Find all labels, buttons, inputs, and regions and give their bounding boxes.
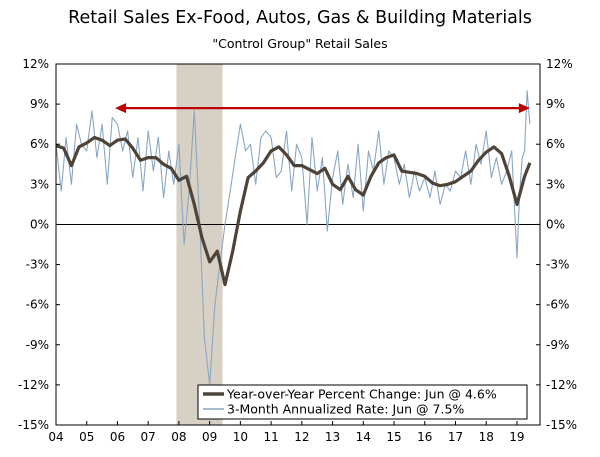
series-line-annualized [55, 90, 531, 386]
y-tick-label-right: -3% [546, 258, 569, 272]
legend-label-yoy: Year-over-Year Percent Change: Jun @ 4.6… [226, 387, 497, 402]
x-tick-label: 09 [202, 430, 217, 444]
y-tick-label-right: 3% [546, 177, 565, 191]
x-tick-label: 06 [110, 430, 125, 444]
x-tick-label: 19 [509, 430, 524, 444]
y-tick-label-left: -6% [26, 298, 49, 312]
x-tick-label: 16 [417, 430, 432, 444]
plot-frame [55, 63, 541, 426]
x-tick-label: 05 [79, 430, 94, 444]
y-tick-label-right: 0% [546, 217, 565, 231]
x-tick-label: 12 [294, 430, 309, 444]
series-line-yoy [55, 135, 532, 287]
y-tick-label-left: -9% [26, 338, 49, 352]
x-tick-label: 11 [263, 430, 278, 444]
reference-arrowhead-left [115, 103, 127, 114]
y-tick-label-left: -12% [18, 378, 49, 392]
x-tick-label: 10 [233, 430, 248, 444]
x-tick-label: 18 [479, 430, 494, 444]
reference-arrowhead-right [518, 103, 530, 114]
chart-subtitle: "Control Group" Retail Sales [212, 36, 388, 51]
y-tick-label-right: 6% [546, 137, 565, 151]
y-tick-label-right: -6% [546, 298, 569, 312]
x-tick-label: 15 [386, 430, 401, 444]
chart-title: Retail Sales Ex-Food, Autos, Gas & Build… [68, 8, 532, 28]
x-tick-label: 17 [448, 430, 463, 444]
x-tick-label: 14 [356, 430, 371, 444]
x-tick-label: 04 [48, 430, 63, 444]
y-tick-label-left: 9% [30, 97, 49, 111]
legend-label-ann: 3-Month Annualized Rate: Jun @ 7.5% [227, 402, 464, 417]
y-tick-label-right: -9% [546, 338, 569, 352]
y-tick-label-left: -15% [18, 418, 49, 432]
y-tick-label-right: 9% [546, 97, 565, 111]
y-tick-label-left: 6% [30, 137, 49, 151]
x-tick-label: 13 [325, 430, 340, 444]
legend-box [197, 384, 528, 420]
y-tick-label-left: 3% [30, 177, 49, 191]
y-tick-label-left: 12% [22, 57, 49, 71]
y-tick-label-right: -12% [546, 378, 577, 392]
y-tick-label-right: 12% [546, 57, 573, 71]
x-tick-label: 08 [171, 430, 186, 444]
legend: Year-over-Year Percent Change: Jun @ 4.6… [197, 384, 528, 420]
x-tick-label: 07 [141, 430, 156, 444]
y-tick-label-right: -15% [546, 418, 577, 432]
y-tick-label-left: -3% [26, 258, 49, 272]
y-tick-label-left: 0% [30, 217, 49, 231]
recession-shading [176, 64, 223, 425]
